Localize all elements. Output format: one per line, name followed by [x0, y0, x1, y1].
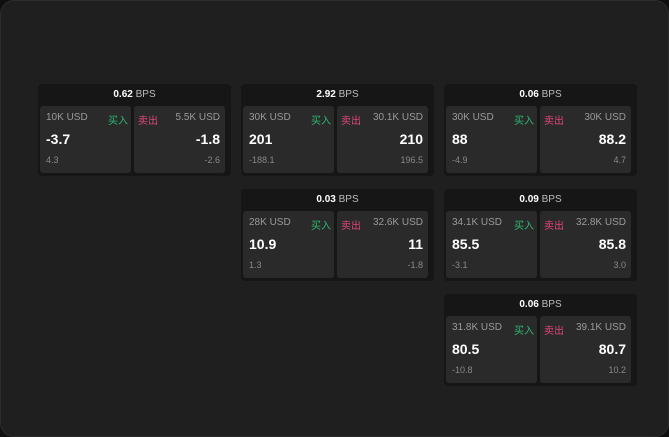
sell-cell[interactable]: 卖出 30.1K USD 210 196.5: [337, 106, 428, 173]
quote-panel: 0.06 BPS 30K USD 买入 88 -4.9 卖出 30K USD 8…: [444, 84, 637, 176]
buy-change: -188.1: [249, 155, 275, 165]
buy-cell[interactable]: 30K USD 买入 201 -188.1: [243, 106, 334, 173]
sell-change: -1.8: [407, 260, 423, 270]
sell-change: 3.0: [613, 260, 626, 270]
buy-size: 31.8K USD: [452, 322, 503, 333]
sell-price: 88.2: [598, 131, 626, 147]
quote-panel: 0.03 BPS 28K USD 买入 10.9 1.3 卖出 32.6K US…: [241, 189, 434, 281]
buy-change: -3.1: [452, 260, 468, 270]
sell-size: 5.5K USD: [175, 112, 220, 123]
spread-value: 2.92: [316, 89, 336, 100]
buy-size: 28K USD: [249, 217, 291, 228]
buy-change: -4.9: [452, 155, 468, 165]
spread-value: 0.06: [519, 89, 539, 100]
quote-panel: 0.06 BPS 31.8K USD 买入 80.5 -10.8 卖出 39.1…: [444, 294, 637, 386]
buy-cell[interactable]: 28K USD 买入 10.9 1.3: [243, 211, 334, 278]
sell-change: 4.7: [613, 155, 626, 165]
buy-change: -10.8: [452, 365, 473, 375]
quote-panel: 2.92 BPS 30K USD 买入 201 -188.1 卖出 30.1K …: [241, 84, 434, 176]
buy-label: 买入: [514, 116, 534, 127]
buy-price: 88: [452, 131, 468, 147]
sell-label: 卖出: [138, 116, 158, 127]
buy-cell[interactable]: 10K USD 买入 -3.7 4.3: [40, 106, 131, 173]
spread-unit: BPS: [541, 299, 562, 310]
sell-price: 80.7: [598, 341, 626, 357]
spread-value: 0.06: [519, 299, 539, 310]
buy-price: 201: [249, 131, 273, 147]
quote-panel: 0.62 BPS 10K USD 买入 -3.7 4.3 卖出 5.5K USD…: [38, 84, 231, 176]
sell-price: 85.8: [598, 236, 626, 252]
buy-label: 买入: [514, 221, 534, 232]
spread-value: 0.62: [113, 89, 133, 100]
spread-header: 2.92 BPS: [241, 84, 434, 105]
sell-price: 210: [399, 131, 423, 147]
sell-size: 30.1K USD: [372, 112, 423, 123]
sell-label: 卖出: [544, 326, 564, 337]
buy-cell[interactable]: 34.1K USD 买入 85.5 -3.1: [446, 211, 537, 278]
sell-label: 卖出: [544, 116, 564, 127]
sell-label: 卖出: [544, 221, 564, 232]
buy-price: -3.7: [46, 131, 71, 147]
buy-size: 34.1K USD: [452, 217, 503, 228]
sell-size: 30K USD: [584, 112, 626, 123]
spread-header: 0.62 BPS: [38, 84, 231, 105]
sell-change: 10.2: [608, 365, 626, 375]
sell-cell[interactable]: 卖出 32.8K USD 85.8 3.0: [540, 211, 631, 278]
buy-change: 1.3: [249, 260, 262, 270]
buy-cell[interactable]: 30K USD 买入 88 -4.9: [446, 106, 537, 173]
spread-unit: BPS: [338, 89, 359, 100]
spread-unit: BPS: [541, 89, 562, 100]
sell-cell[interactable]: 卖出 32.6K USD 11 -1.8: [337, 211, 428, 278]
sell-size: 39.1K USD: [575, 322, 626, 333]
spread-header: 0.06 BPS: [444, 84, 637, 105]
sell-label: 卖出: [341, 116, 361, 127]
buy-cell[interactable]: 31.8K USD 买入 80.5 -10.8: [446, 316, 537, 383]
sell-cell[interactable]: 卖出 5.5K USD -1.8 -2.6: [134, 106, 225, 173]
buy-label: 买入: [514, 326, 534, 337]
sell-size: 32.6K USD: [372, 217, 423, 228]
sell-price: 11: [408, 236, 423, 252]
buy-label: 买入: [311, 221, 331, 232]
buy-price: 80.5: [452, 341, 480, 357]
spread-header: 0.09 BPS: [444, 189, 637, 210]
buy-size: 30K USD: [249, 112, 291, 123]
spread-value: 0.09: [519, 194, 539, 205]
buy-label: 买入: [108, 116, 128, 127]
buy-size: 30K USD: [452, 112, 494, 123]
spread-unit: BPS: [135, 89, 156, 100]
sell-change: 196.5: [400, 155, 423, 165]
sell-price: -1.8: [195, 131, 220, 147]
sell-cell[interactable]: 卖出 30K USD 88.2 4.7: [540, 106, 631, 173]
buy-label: 买入: [311, 116, 331, 127]
sell-cell[interactable]: 卖出 39.1K USD 80.7 10.2: [540, 316, 631, 383]
spread-unit: BPS: [541, 194, 562, 205]
buy-change: 4.3: [46, 155, 59, 165]
spread-value: 0.03: [316, 194, 336, 205]
sell-label: 卖出: [341, 221, 361, 232]
quote-panel: 0.09 BPS 34.1K USD 买入 85.5 -3.1 卖出 32.8K…: [444, 189, 637, 281]
buy-size: 10K USD: [46, 112, 88, 123]
spread-header: 0.03 BPS: [241, 189, 434, 210]
sell-size: 32.8K USD: [575, 217, 626, 228]
sell-change: -2.6: [204, 155, 220, 165]
spread-unit: BPS: [338, 194, 359, 205]
buy-price: 85.5: [452, 236, 480, 252]
spread-header: 0.06 BPS: [444, 294, 637, 315]
buy-price: 10.9: [249, 236, 277, 252]
